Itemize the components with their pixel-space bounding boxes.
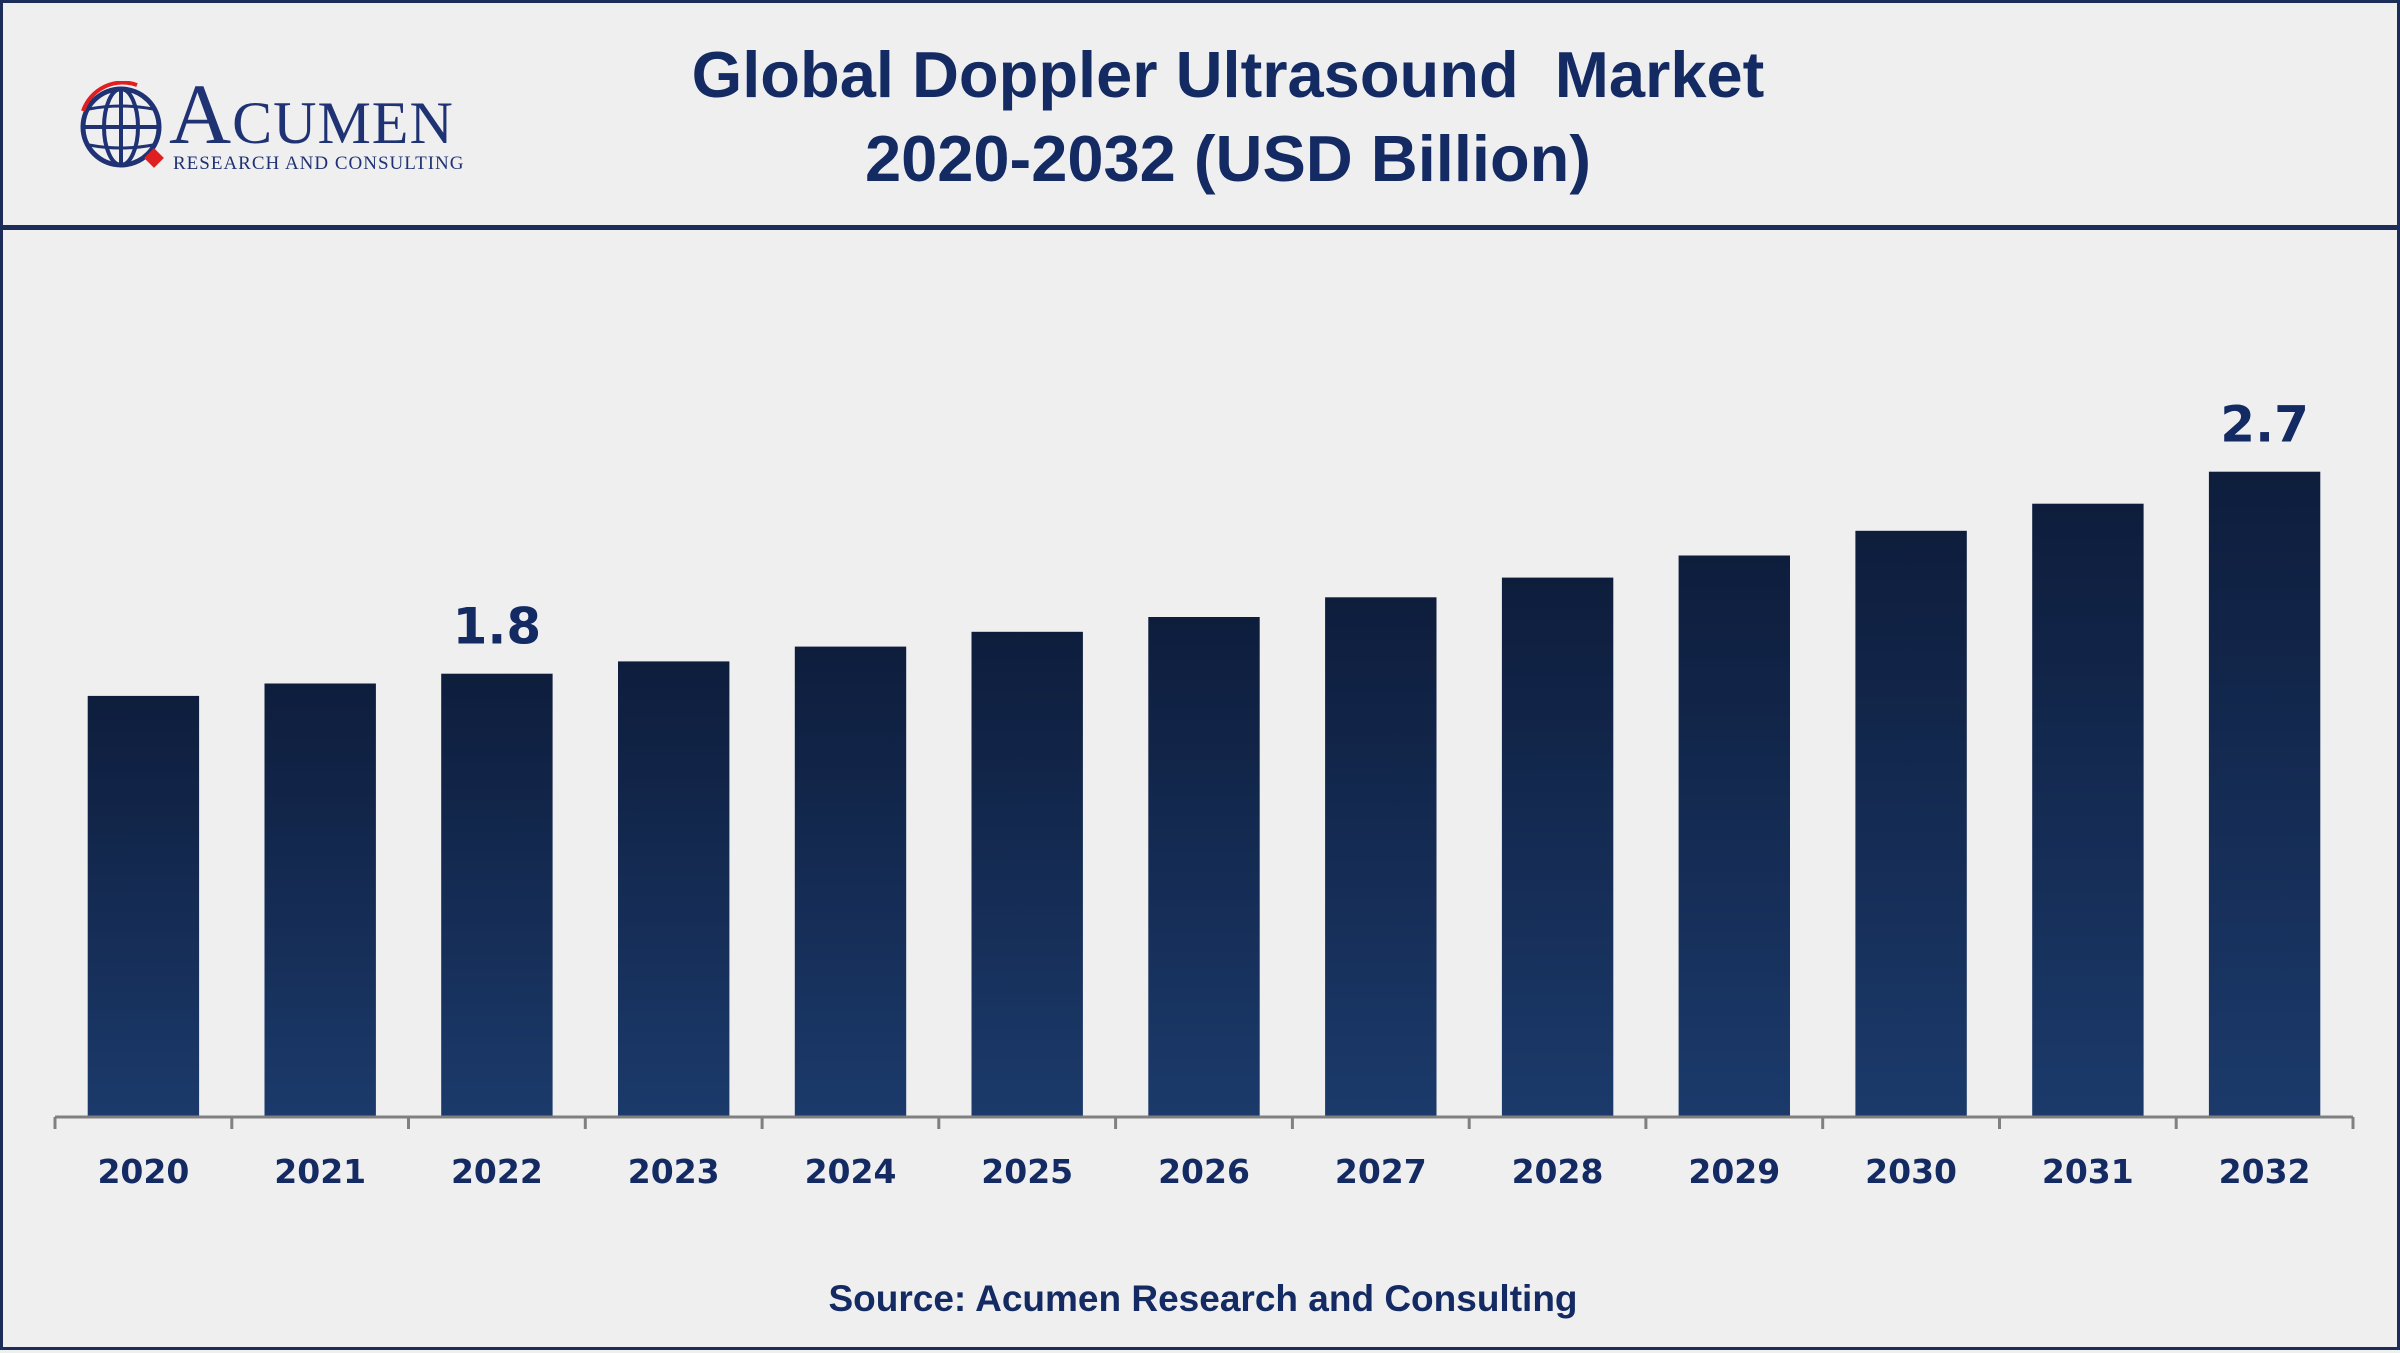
x-tick-label-2024: 2024 <box>805 1152 897 1191</box>
globe-icon <box>80 81 164 168</box>
x-tick-label-2029: 2029 <box>1688 1152 1780 1191</box>
bar-2030 <box>1855 530 1967 1117</box>
logo-brand-text: ACUMEN <box>169 66 454 162</box>
bar-2029 <box>1678 555 1790 1117</box>
bar-2020 <box>87 695 200 1117</box>
data-label-2032: 2.7 <box>2220 396 2309 454</box>
acumen-logo: ACUMEN RESEARCH AND CONSULTING <box>77 66 477 179</box>
bar-2024 <box>794 646 907 1117</box>
x-tick-label-2027: 2027 <box>1335 1152 1427 1191</box>
chart-title: Global Doppler Ultrasound Market 2020-20… <box>503 33 1953 201</box>
x-tick-label-2022: 2022 <box>451 1152 543 1191</box>
x-tick-label-2025: 2025 <box>981 1152 1073 1191</box>
bar-2027 <box>1325 597 1437 1117</box>
logo-brand-rest: CUMEN <box>232 90 454 156</box>
bar-2028 <box>1501 577 1614 1117</box>
bar-2031 <box>2032 503 2144 1117</box>
x-tick-label-2023: 2023 <box>628 1152 720 1191</box>
bar-2025 <box>971 631 1083 1117</box>
bar-2021 <box>264 683 376 1117</box>
x-tick-label-2021: 2021 <box>274 1152 366 1191</box>
logo-tagline: RESEARCH AND CONSULTING <box>173 153 465 174</box>
chart-title-line1: Global Doppler Ultrasound Market <box>691 38 1765 111</box>
bar-2032 <box>2208 471 2321 1117</box>
x-tick-label-2030: 2030 <box>1865 1152 1957 1191</box>
x-tick-label-2020: 2020 <box>97 1152 189 1191</box>
source-note: Source: Acumen Research and Consulting <box>828 1278 1578 1319</box>
x-tick-label-2026: 2026 <box>1158 1152 1250 1191</box>
x-tick-label-2032: 2032 <box>2219 1152 2311 1191</box>
header-divider <box>3 225 2400 230</box>
chart-title-line2: 2020-2032 (USD Billion) <box>864 122 1592 195</box>
bar-2026 <box>1148 617 1260 1117</box>
x-tick-label-2031: 2031 <box>2042 1152 2134 1191</box>
bar-2022 <box>441 673 553 1117</box>
header: ACUMEN RESEARCH AND CONSULTING Global Do… <box>3 3 2400 229</box>
bar-chart: 2020 2021 2022 2023 2024 2025 2026 2027 2028 2029… <box>53 396 2355 1191</box>
bar-2023 <box>618 661 730 1117</box>
data-label-2022: 1.8 <box>453 598 542 656</box>
x-tick-label-2028: 2028 <box>1512 1152 1604 1191</box>
